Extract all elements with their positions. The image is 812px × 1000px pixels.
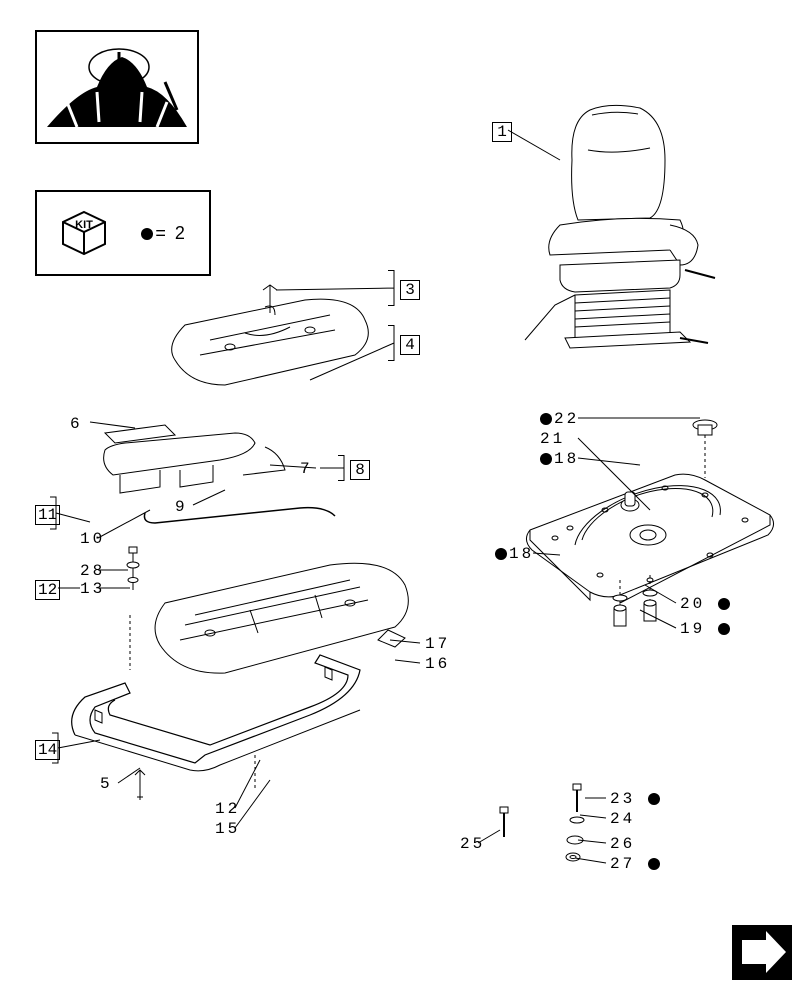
callout-20: 20 [680, 595, 732, 613]
bolt-12 [122, 545, 152, 605]
pedal-thumbnail [35, 30, 199, 144]
callout-11: 11 [35, 505, 60, 525]
callout-18: 18 [540, 450, 579, 468]
callout-10: 10 [80, 530, 105, 548]
callout-28: 28 [80, 562, 105, 580]
upper-pan [155, 285, 385, 415]
callout-17: 17 [425, 635, 450, 653]
callout-13: 13 [80, 580, 105, 598]
callout-12b: 12 [35, 580, 60, 600]
callout-1: 1 [492, 122, 512, 142]
kit-dot-eq: = 2 [141, 223, 187, 244]
callout-25: 25 [460, 835, 485, 853]
callout-15: 15 [215, 820, 240, 838]
callout-8: 8 [350, 460, 370, 480]
callout-9: 9 [175, 498, 188, 516]
callout-27: 27 [610, 855, 662, 873]
callout-16: 16 [425, 655, 450, 673]
callout-7: 7 [300, 460, 313, 478]
callout-23: 23 [610, 790, 662, 808]
wire-bar [140, 498, 340, 533]
callout-14: 14 [35, 740, 60, 760]
next-page-icon[interactable] [732, 925, 792, 980]
pedal-sketch [37, 32, 197, 142]
callout-6: 6 [70, 415, 83, 433]
kit-cube-icon: KIT [59, 208, 109, 258]
callout-26: 26 [610, 835, 635, 853]
callout-5: 5 [100, 775, 113, 793]
svg-text:KIT: KIT [75, 219, 93, 231]
callout-22: 22 [540, 410, 579, 428]
bolt-group [555, 782, 615, 872]
callout-4: 4 [400, 335, 420, 355]
bolt-25 [495, 805, 520, 850]
kit-legend: KIT = 2 [35, 190, 211, 276]
callout-24: 24 [610, 810, 635, 828]
callout-19: 19 [680, 620, 732, 638]
seat-assembly [520, 100, 740, 350]
callout-3: 3 [400, 280, 420, 300]
callout-12: 12 [215, 800, 240, 818]
callout-18b: 18 [495, 545, 534, 563]
diagram-root: KIT = 2 [0, 0, 812, 1000]
callout-21: 21 [540, 430, 565, 448]
